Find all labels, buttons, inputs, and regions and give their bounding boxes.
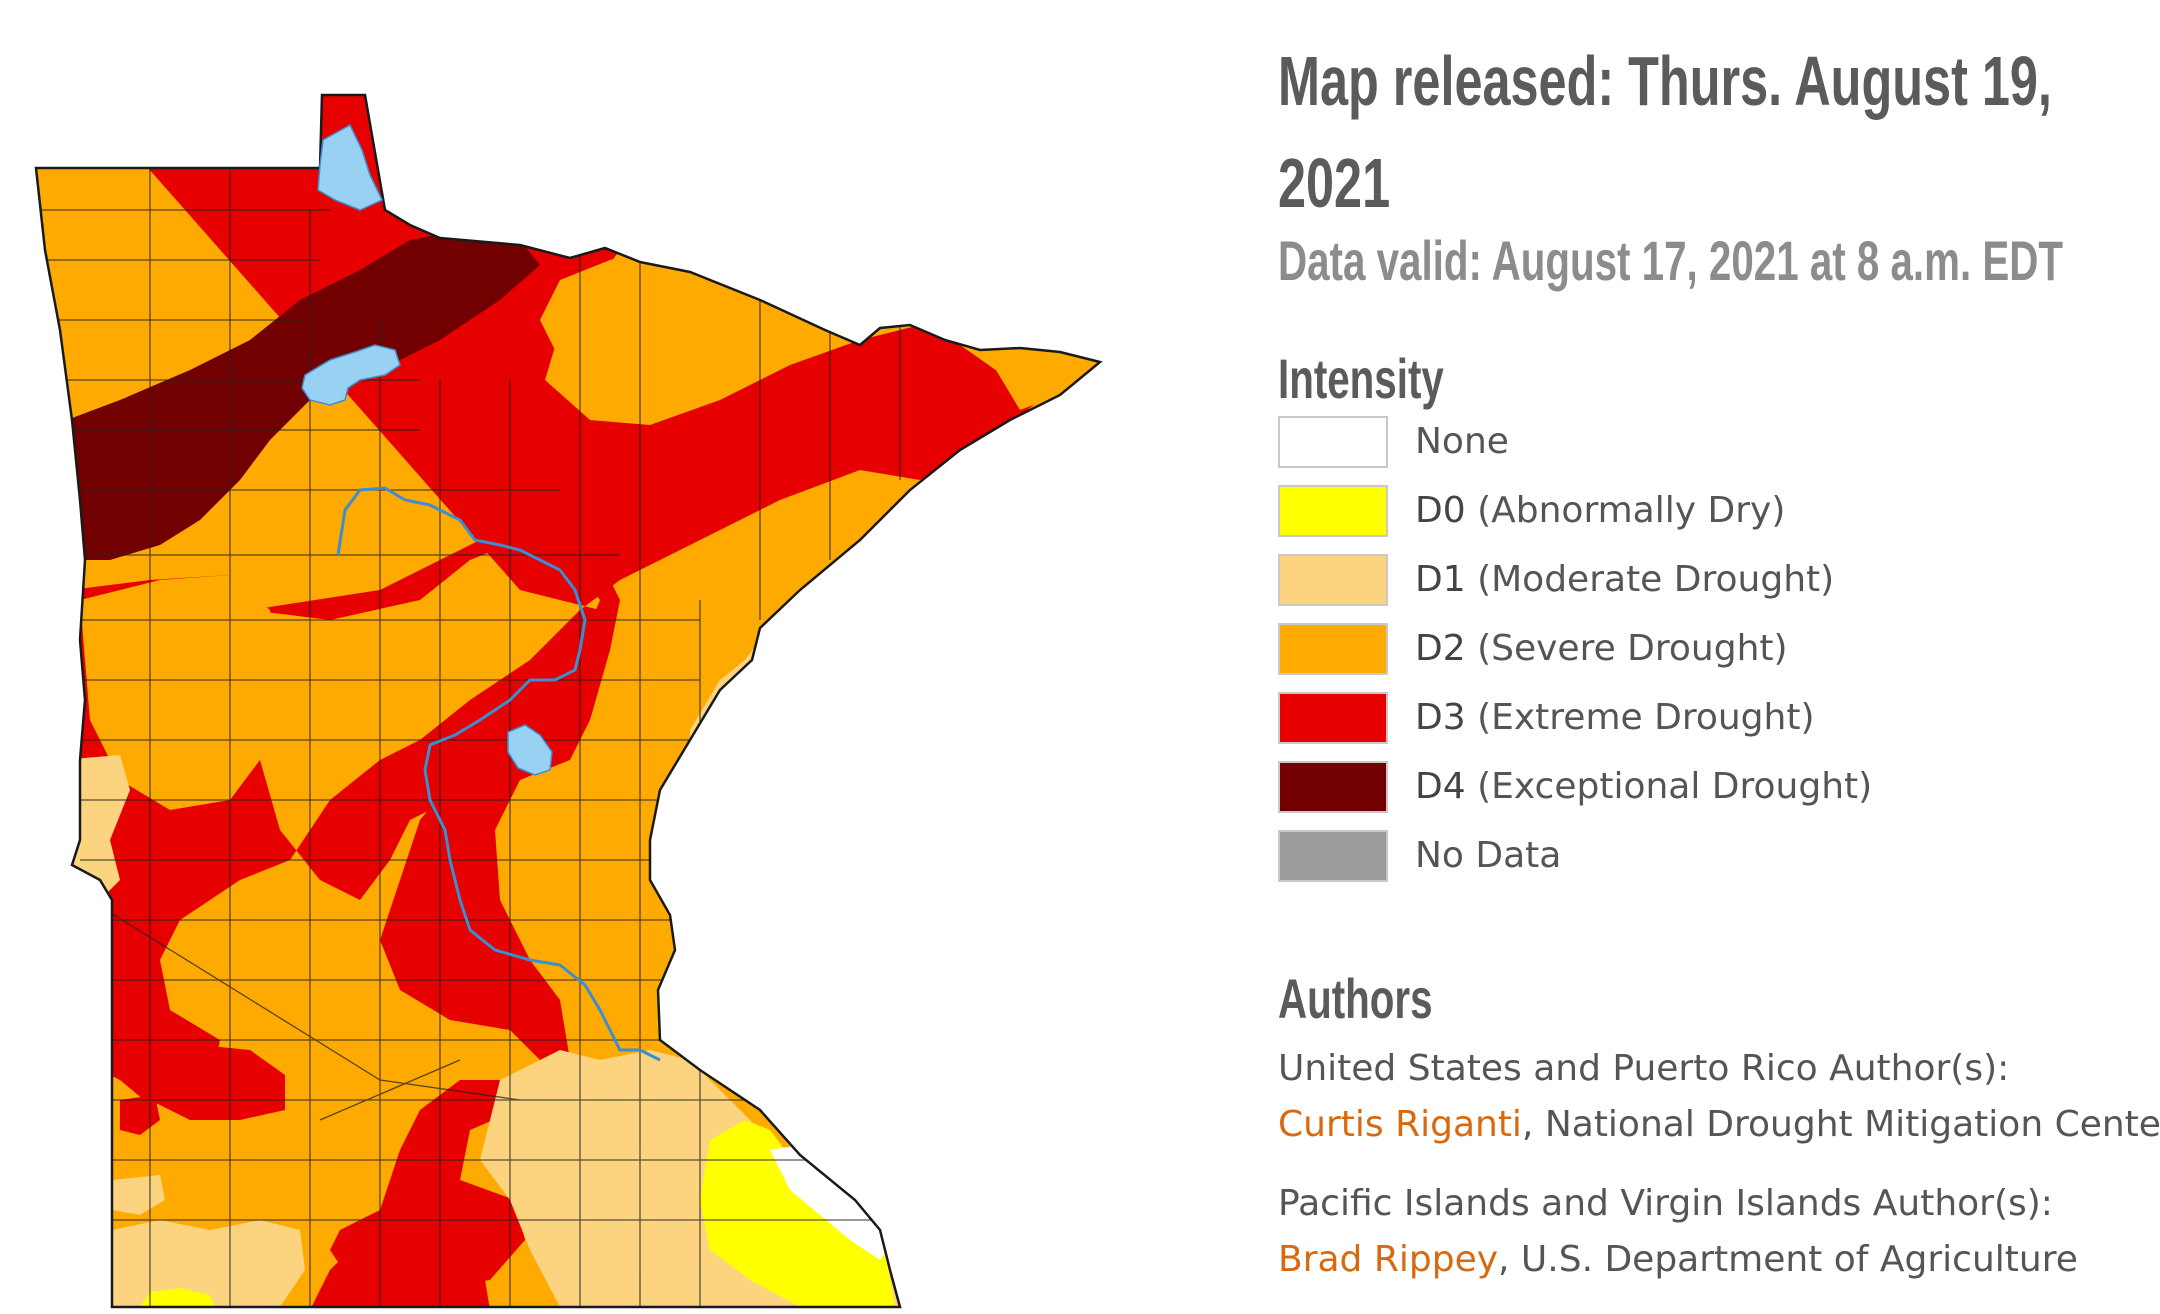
legend-swatch <box>1278 761 1388 813</box>
legend-item-d2: D2 (Severe Drought) <box>1278 623 1978 679</box>
pi-author-line: Brad Rippey, U.S. Department of Agricult… <box>1278 1239 2078 1280</box>
legend-swatch <box>1278 416 1388 468</box>
d2-west-pocket <box>80 575 275 810</box>
data-valid-date: Data valid: August 17, 2021 at 8 a.m. ED… <box>1278 229 2064 292</box>
us-author-org: , National Drought Mitigation Center <box>1521 1104 2160 1145</box>
lake-of-the-woods <box>317 123 384 211</box>
legend-swatch <box>1278 554 1388 606</box>
d4-band <box>40 232 540 560</box>
d2-northeast-tip <box>990 350 1100 410</box>
legend-item-no-data: No Data <box>1278 830 1978 886</box>
us-author-line: Curtis Riganti, National Drought Mitigat… <box>1278 1104 2160 1145</box>
d3-north-region <box>36 95 1040 1105</box>
legend-item-d0: D0 (Abnormally Dry) <box>1278 485 1978 541</box>
state-outline <box>34 93 1103 1309</box>
legend-item-d3: D3 (Extreme Drought) <box>1278 692 1978 748</box>
red-lake <box>301 344 401 406</box>
map-release-date: Map released: Thurs. August 19, 2021 <box>1278 30 2070 234</box>
legend-swatch <box>1278 623 1388 675</box>
legend-label: None <box>1415 421 1509 462</box>
legend-item-d4: D4 (Exceptional Drought) <box>1278 761 1978 817</box>
mille-lacs <box>507 724 553 776</box>
legend-swatch <box>1278 692 1388 744</box>
d3-bottom-region <box>310 1215 490 1307</box>
d1-south-region <box>112 1220 305 1307</box>
release-line-1: Map released: Thurs. August 19, <box>1278 42 2052 120</box>
pi-author-org: , U.S. Department of Agriculture <box>1498 1239 2078 1280</box>
d0-south-spot <box>140 1288 215 1307</box>
authors-heading: Authors <box>1278 967 1433 1030</box>
d1-southwest-spot <box>112 1175 165 1215</box>
mississippi-river <box>336 486 661 1062</box>
author-link-brad-rippey[interactable]: Brad Rippey <box>1278 1239 1499 1280</box>
no-drought-corner <box>770 1145 890 1260</box>
d3-south-region <box>150 1045 285 1120</box>
legend-item-d1: D1 (Moderate Drought) <box>1278 554 1978 610</box>
legend-label: D1 (Moderate Drought) <box>1415 559 1835 600</box>
intensity-heading: Intensity <box>1278 347 1444 410</box>
us-authors-label: United States and Puerto Rico Author(s): <box>1278 1048 2010 1089</box>
county-boundaries <box>36 168 901 1307</box>
legend-label: D2 (Severe Drought) <box>1415 628 1788 669</box>
legend-swatch <box>1278 830 1388 882</box>
drought-map <box>34 93 1103 1309</box>
legend-label: D0 (Abnormally Dry) <box>1415 490 1786 531</box>
legend-label: D4 (Exceptional Drought) <box>1415 766 1873 807</box>
release-line-2: 2021 <box>1278 144 1391 222</box>
minnesota-drought-map <box>34 93 1103 1309</box>
legend-swatch <box>1278 485 1388 537</box>
legend-item-none: None <box>1278 416 1978 472</box>
legend-label: D3 (Extreme Drought) <box>1415 697 1815 738</box>
d0-southeast-region <box>700 1120 895 1307</box>
author-link-curtis-riganti[interactable]: Curtis Riganti <box>1278 1104 1522 1145</box>
pi-authors-label: Pacific Islands and Virgin Islands Autho… <box>1278 1183 2053 1224</box>
legend-label: No Data <box>1415 835 1562 876</box>
